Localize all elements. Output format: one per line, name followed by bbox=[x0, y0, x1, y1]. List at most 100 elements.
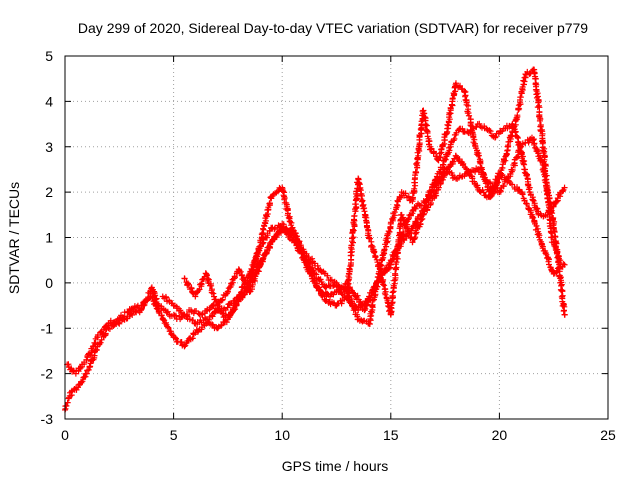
trace-markers bbox=[497, 173, 514, 195]
trace-markers bbox=[470, 136, 485, 172]
trace-markers bbox=[400, 225, 415, 244]
trace-markers bbox=[214, 290, 230, 308]
axis-ticks bbox=[64, 55, 609, 420]
trace-markers bbox=[432, 166, 448, 189]
trace-markers bbox=[182, 330, 197, 349]
plot-frame bbox=[64, 55, 609, 420]
data-point bbox=[361, 307, 368, 314]
trace-markers bbox=[279, 226, 360, 311]
trace-markers bbox=[84, 346, 100, 374]
data-point bbox=[561, 184, 568, 191]
trace-markers bbox=[194, 315, 208, 327]
x-tick-label: 20 bbox=[492, 427, 508, 443]
trace-markers bbox=[257, 194, 275, 244]
x-tick-label: 5 bbox=[170, 427, 178, 443]
data-point bbox=[83, 357, 90, 364]
series-trace-d bbox=[181, 134, 568, 318]
y-tick-label: 3 bbox=[45, 139, 53, 155]
trace-markers bbox=[236, 267, 252, 294]
trace-markers bbox=[156, 303, 171, 316]
trace-markers bbox=[553, 186, 567, 205]
grid-lines bbox=[65, 56, 608, 419]
trace-markers bbox=[454, 154, 470, 172]
y-tick-label: 4 bbox=[45, 93, 53, 109]
trace-markers bbox=[507, 145, 523, 177]
y-tick-label: 1 bbox=[45, 230, 53, 246]
trace-markers bbox=[388, 240, 404, 264]
data-point bbox=[214, 302, 221, 309]
trace-markers bbox=[527, 191, 542, 217]
data-point bbox=[181, 343, 188, 350]
trace-markers bbox=[75, 370, 89, 388]
trace-markers bbox=[539, 165, 558, 225]
trace-markers bbox=[513, 74, 529, 123]
trace-markers bbox=[161, 293, 176, 307]
trace-markers bbox=[519, 189, 534, 218]
trace-markers bbox=[257, 240, 274, 267]
trace-markers bbox=[366, 277, 383, 300]
trace-markers bbox=[400, 190, 414, 204]
data-points bbox=[62, 66, 568, 413]
trace-markers bbox=[465, 165, 480, 176]
trace-markers bbox=[539, 245, 556, 275]
data-point bbox=[148, 293, 155, 300]
trace-markers bbox=[69, 384, 80, 394]
trace-markers bbox=[505, 117, 519, 149]
trace-markers bbox=[355, 295, 372, 311]
y-tick-label: -3 bbox=[41, 411, 54, 427]
trace-markers bbox=[550, 222, 568, 318]
trace-markers bbox=[475, 166, 491, 185]
trace-markers bbox=[192, 270, 209, 297]
y-tick-label: -1 bbox=[41, 320, 54, 336]
trace-markers bbox=[387, 192, 405, 226]
trace-markers bbox=[420, 107, 433, 148]
trace-markers bbox=[409, 207, 426, 230]
x-axis-label: GPS time / hours bbox=[282, 458, 389, 474]
trace-markers bbox=[73, 356, 90, 375]
trace-markers bbox=[462, 88, 477, 140]
chart-title: Day 299 of 2020, Sidereal Day-to-day VTE… bbox=[78, 20, 588, 36]
x-tick-label: 10 bbox=[274, 427, 290, 443]
y-tick-label: 2 bbox=[45, 184, 53, 200]
trace-markers bbox=[376, 223, 394, 272]
trace-markers bbox=[443, 165, 458, 181]
trace-markers bbox=[149, 294, 166, 322]
trace-markers bbox=[247, 262, 264, 295]
trace-markers bbox=[203, 271, 220, 307]
trace-markers bbox=[509, 181, 523, 194]
tick-labels: 0 5 10 15 20 25 -3 -2 -1 0 1 2 3 4 5 bbox=[41, 48, 616, 443]
data-point bbox=[268, 225, 275, 232]
trace-markers bbox=[436, 128, 451, 161]
trace-markers bbox=[312, 282, 328, 303]
x-tick-label: 0 bbox=[61, 427, 69, 443]
x-tick-label: 15 bbox=[383, 427, 399, 443]
trace-markers bbox=[444, 81, 459, 132]
trace-markers bbox=[492, 127, 506, 140]
trace-markers bbox=[247, 239, 264, 285]
trace-markers bbox=[160, 316, 176, 339]
trace-markers bbox=[409, 108, 427, 203]
trace-markers bbox=[343, 176, 362, 300]
trace-markers bbox=[440, 138, 455, 168]
trace-markers bbox=[94, 322, 110, 338]
trace-markers bbox=[531, 69, 546, 145]
trace-markers bbox=[84, 334, 101, 361]
y-tick-label: -2 bbox=[41, 366, 54, 382]
trace-markers bbox=[421, 187, 438, 212]
trace-markers bbox=[529, 213, 546, 248]
data-point bbox=[463, 170, 470, 177]
trace-markers bbox=[269, 222, 284, 233]
trace-markers bbox=[518, 149, 533, 193]
data-point bbox=[127, 307, 134, 314]
y-axis-label: SDTVAR / TECUs bbox=[6, 182, 22, 294]
trace-markers bbox=[406, 204, 419, 222]
y-tick-label: 0 bbox=[45, 275, 53, 291]
trace-markers bbox=[496, 143, 511, 181]
trace-markers bbox=[409, 211, 426, 246]
trace-markers bbox=[528, 136, 546, 165]
y-tick-label: 5 bbox=[45, 48, 53, 64]
trace-markers bbox=[377, 259, 393, 281]
trace-markers bbox=[226, 298, 242, 321]
data-point bbox=[405, 216, 412, 223]
